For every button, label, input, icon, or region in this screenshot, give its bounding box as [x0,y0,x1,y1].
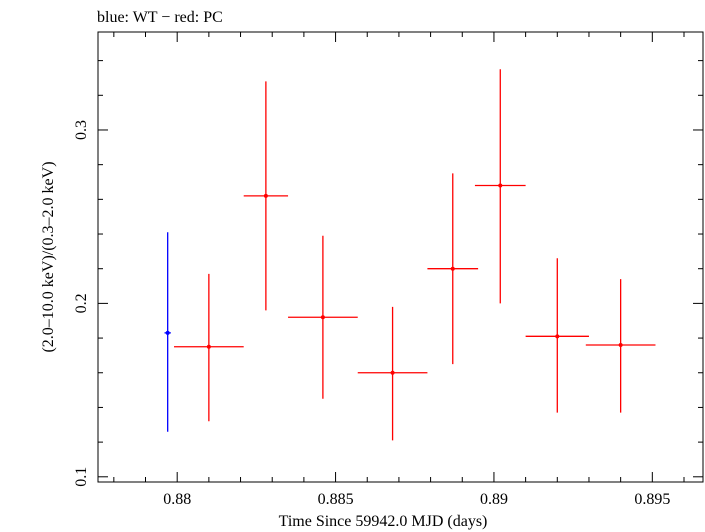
point-marker [390,370,395,375]
point-marker [165,330,170,335]
data-point [357,306,428,441]
data-point [288,235,358,399]
axis-ticks: 0.88 0.885 0.89 0.895 0.1 0.2 0.3 [73,32,703,508]
data-series [164,69,656,441]
data-point [243,81,289,311]
series-pc [174,69,656,441]
x-tick-label: 0.88 [163,491,191,508]
y-axis-label: (2.0–10.0 keV)/(0.3–2.0 keV) [40,161,57,352]
series-wt [164,232,171,432]
x-axis-label: Time Since 59942.0 MJD (days) [279,513,488,530]
point-marker [206,344,211,349]
data-point [474,69,526,304]
point-marker [320,315,325,320]
data-point [164,232,171,432]
point-marker [498,183,503,188]
point-marker [555,334,560,339]
chart-title: blue: WT − red: PC [97,9,223,26]
x-tick-label: 0.895 [634,491,670,508]
point-marker [618,343,623,348]
data-point [427,173,479,365]
data-point [174,273,244,422]
x-tick-label: 0.885 [318,491,354,508]
y-tick-label: 0.2 [73,293,90,313]
point-marker [450,266,455,271]
point-marker [263,193,268,198]
y-tick-label: 0.1 [73,467,90,487]
data-point [585,279,656,413]
y-tick-label: 0.3 [73,120,90,140]
x-tick-label: 0.89 [480,491,508,508]
data-point [525,258,589,413]
plot-frame [97,31,704,483]
